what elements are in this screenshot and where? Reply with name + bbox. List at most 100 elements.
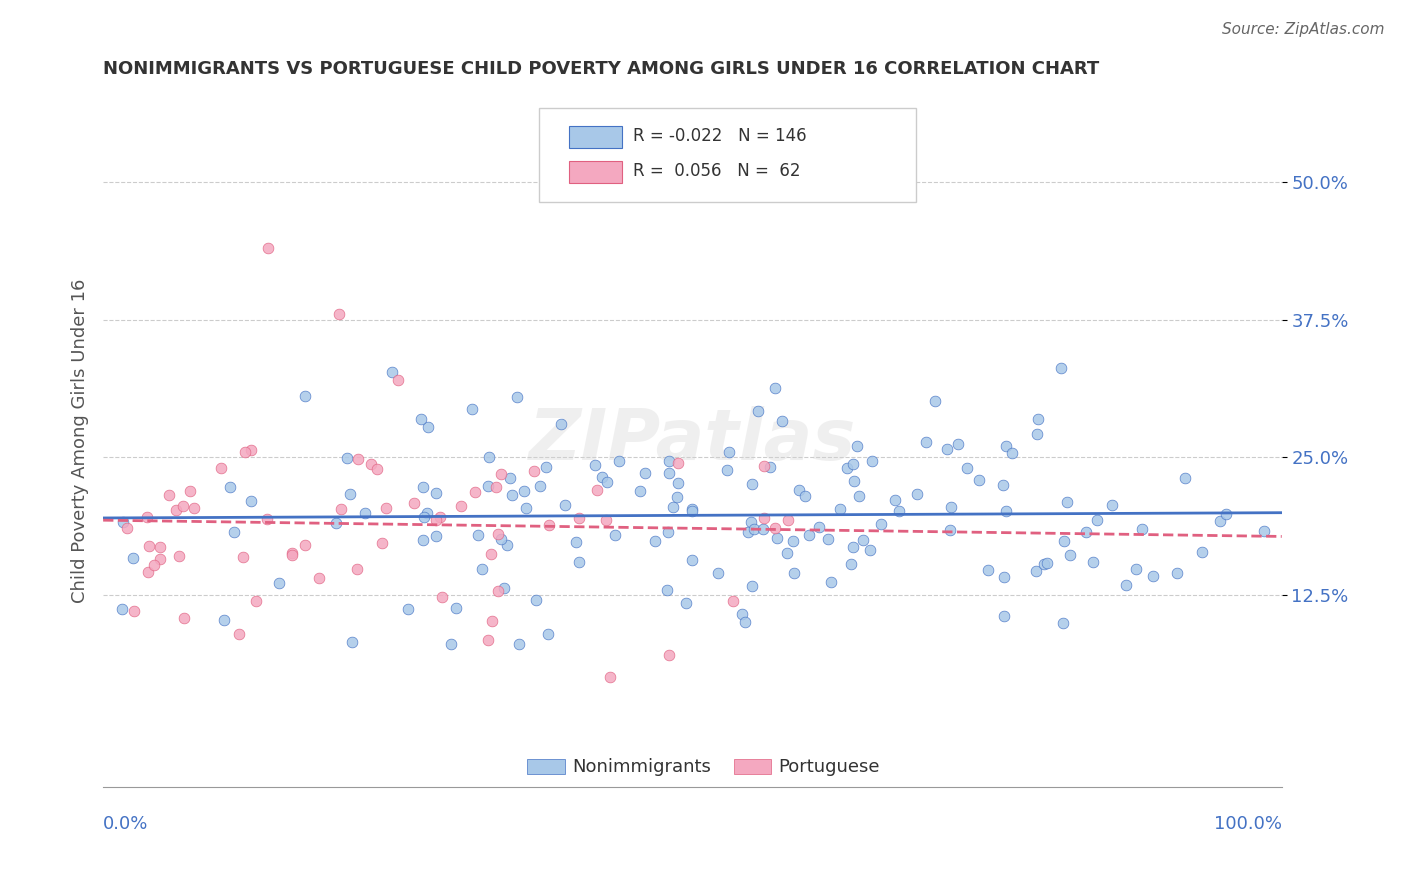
Point (478, 450, 501, 465)
Point (370, 536, 392, 550)
Point (666, 476, 689, 491)
Point (477, 479, 499, 493)
Point (485, 480, 508, 494)
Point (425, 529, 447, 543)
Text: NONIMMIGRANTS VS PORTUGUESE CHILD POVERTY AMONG GIRLS UNDER 16 CORRELATION CHART: NONIMMIGRANTS VS PORTUGUESE CHILD POVERT… (103, 60, 1099, 78)
Point (167, 549, 190, 563)
Point (741, 579, 763, 593)
Point (495, 538, 517, 552)
Point (430, 590, 453, 604)
Point (1174, 470, 1197, 484)
Point (534, 459, 557, 474)
Point (425, 486, 447, 500)
Point (717, 444, 740, 458)
Point (586, 483, 609, 497)
Point (644, 534, 666, 549)
Point (887, 504, 910, 518)
Point (817, 533, 839, 547)
Point (842, 457, 865, 471)
Point (232, 549, 254, 564)
Point (346, 562, 368, 576)
Point (294, 389, 316, 403)
Point (783, 566, 806, 580)
Point (240, 442, 263, 457)
Point (1087, 512, 1109, 526)
Text: ZIPatlas: ZIPatlas (529, 406, 856, 475)
Point (1059, 549, 1081, 563)
Point (807, 520, 830, 534)
Point (1026, 412, 1049, 426)
Point (1052, 616, 1074, 631)
Point (508, 637, 530, 651)
Point (1130, 522, 1153, 536)
Point (956, 461, 979, 475)
Point (138, 540, 160, 554)
Point (734, 615, 756, 629)
Text: Portuguese: Portuguese (779, 758, 880, 776)
Point (429, 510, 451, 524)
Point (537, 517, 560, 532)
Point (219, 480, 242, 494)
Point (634, 467, 657, 481)
Point (515, 500, 537, 515)
Point (681, 553, 703, 567)
Point (993, 608, 1015, 623)
Point (721, 593, 744, 607)
Point (939, 523, 962, 537)
Point (765, 532, 787, 546)
Text: R = -0.022   N = 146: R = -0.022 N = 146 (634, 127, 807, 145)
Point (115, 520, 138, 534)
Point (1115, 578, 1137, 592)
Point (758, 460, 780, 475)
Point (657, 525, 679, 540)
Point (489, 467, 512, 482)
Point (994, 504, 1017, 518)
Point (281, 548, 304, 562)
Point (1215, 507, 1237, 521)
Point (209, 461, 232, 475)
Point (418, 420, 440, 434)
Point (425, 512, 447, 526)
Point (568, 555, 591, 569)
Point (585, 458, 607, 473)
Point (233, 445, 256, 459)
Point (730, 607, 752, 621)
Point (143, 558, 166, 573)
Point (596, 475, 619, 490)
Point (752, 522, 775, 536)
Point (506, 390, 529, 404)
Point (499, 471, 522, 485)
Point (179, 483, 201, 498)
Point (842, 540, 865, 554)
Point (512, 483, 534, 498)
Point (1101, 499, 1123, 513)
Point (1191, 545, 1213, 559)
Point (228, 626, 250, 640)
Point (412, 533, 434, 548)
Point (416, 506, 439, 520)
Point (845, 439, 868, 453)
Point (165, 502, 187, 516)
Point (754, 511, 776, 525)
Point (599, 670, 621, 684)
Point (1026, 427, 1049, 442)
Point (471, 562, 494, 576)
Point (122, 551, 145, 566)
Point (737, 525, 759, 540)
Point (494, 582, 516, 596)
Point (820, 574, 842, 589)
Point (666, 457, 689, 471)
Point (183, 500, 205, 515)
Point (841, 557, 863, 571)
Point (969, 473, 991, 487)
Point (481, 614, 503, 628)
Point (173, 610, 195, 624)
Point (1253, 524, 1275, 539)
Point (782, 533, 804, 548)
Text: Source: ZipAtlas.com: Source: ZipAtlas.com (1222, 22, 1385, 37)
Text: R =  0.056   N =  62: R = 0.056 N = 62 (634, 161, 801, 179)
Point (467, 528, 489, 542)
Point (1081, 555, 1104, 569)
Text: 100.0%: 100.0% (1213, 814, 1282, 832)
FancyBboxPatch shape (540, 108, 917, 202)
